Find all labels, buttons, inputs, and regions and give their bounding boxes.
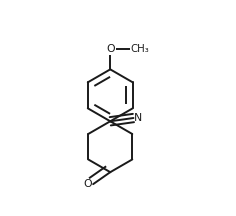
Text: CH₃: CH₃ xyxy=(131,43,150,54)
Text: O: O xyxy=(106,43,114,54)
Text: O: O xyxy=(84,179,92,189)
Text: N: N xyxy=(134,113,143,123)
